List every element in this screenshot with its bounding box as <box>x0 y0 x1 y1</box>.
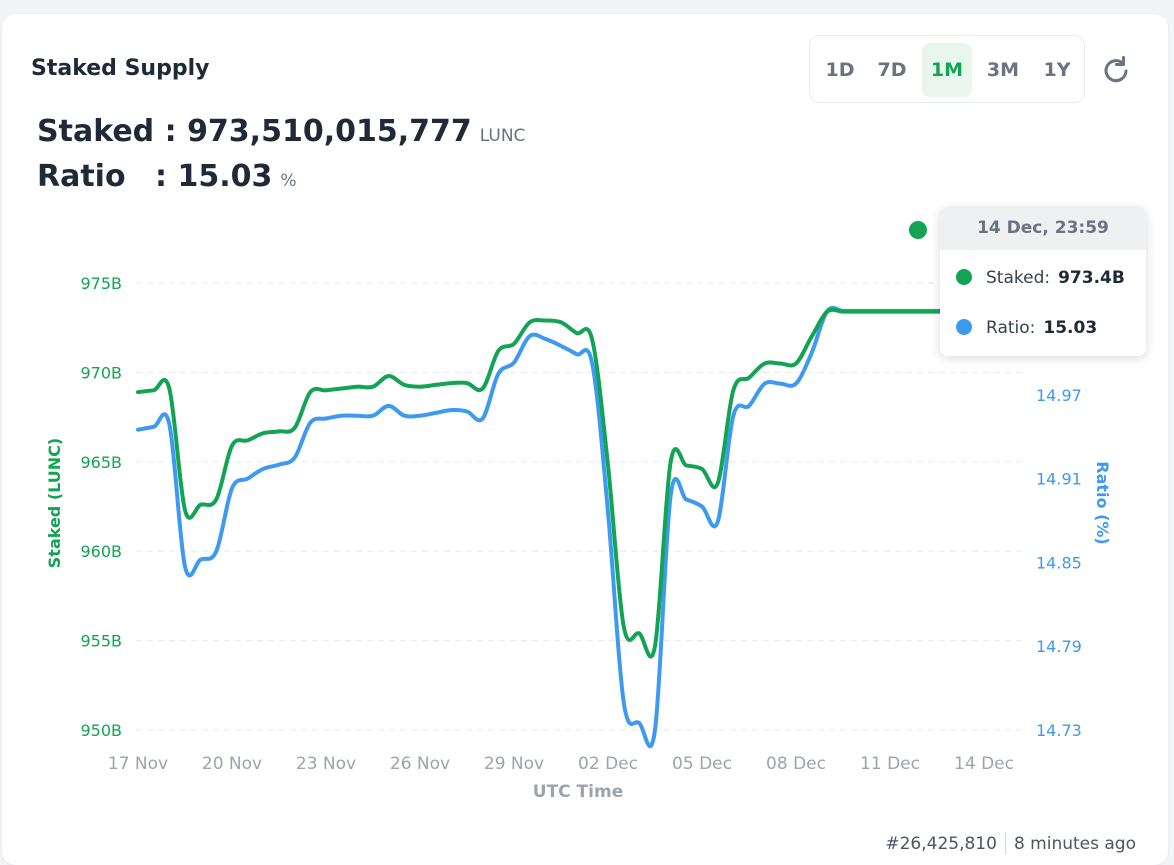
y-left-tick-label: 975B <box>80 274 122 293</box>
tab-1y[interactable]: 1Y <box>1043 59 1071 81</box>
block-height: #26,425,810 <box>885 834 997 854</box>
staked-supply-card <box>2 14 1168 865</box>
ratio-summary-unit: % <box>280 171 297 191</box>
tab-1d[interactable]: 1D <box>825 59 855 81</box>
x-tick-label: 11 Dec <box>860 754 920 774</box>
tooltip-staked-label: Staked: <box>986 268 1051 288</box>
x-tick-label: 08 Dec <box>766 754 826 774</box>
tooltip-ratio-row: Ratio: 15.03 <box>956 318 1097 338</box>
x-tick-label: 14 Dec <box>954 754 1014 774</box>
y-right-tick-label: 14.79 <box>1036 637 1082 656</box>
x-tick-label: 02 Dec <box>578 754 638 774</box>
y-right-tick-label: 14.73 <box>1036 721 1082 740</box>
tab-3m[interactable]: 3M <box>986 59 1020 81</box>
card-title: Staked Supply <box>31 56 210 81</box>
ratio-series-line <box>136 305 986 749</box>
y-right-axis-title: Ratio (%) <box>1093 461 1112 544</box>
y-left-tick-label: 970B <box>80 363 122 382</box>
ratio-summary: Ratio: 15.03% <box>37 159 297 194</box>
ratio-summary-sep: : <box>155 159 167 194</box>
y-left-tick-label: 965B <box>80 453 122 472</box>
tab-7d[interactable]: 7D <box>877 59 907 81</box>
ratio-dot-icon <box>956 319 972 335</box>
tooltip-date: 14 Dec, 23:59 <box>940 207 1146 250</box>
tab-1m[interactable]: 1M <box>922 43 972 97</box>
y-right-tick-label: 14.97 <box>1036 386 1082 405</box>
ratio-summary-value: 15.03 <box>177 159 273 194</box>
staked-dot-icon <box>956 269 972 285</box>
tooltip-staked-value: 973.4B <box>1058 268 1125 288</box>
hover-point <box>909 221 927 239</box>
range-tabs: 1D 7D 1M 3M 1Y <box>809 35 1085 103</box>
ratio-summary-label: Ratio <box>37 159 126 194</box>
staked-series-line <box>136 307 986 659</box>
y-left-tick-label: 950B <box>80 721 122 740</box>
x-tick-label: 05 Dec <box>672 754 732 774</box>
x-tick-label: 23 Nov <box>296 754 356 774</box>
x-tick-label: 29 Nov <box>484 754 544 774</box>
footer-info: #26,425,810 8 minutes ago <box>885 832 1136 854</box>
tooltip-staked-row: Staked: 973.4B <box>956 268 1125 288</box>
last-updated: 8 minutes ago <box>1013 834 1136 854</box>
staked-summary-value: 973,510,015,777 <box>187 114 472 149</box>
y-right-tick-label: 14.85 <box>1036 553 1082 572</box>
refresh-button[interactable] <box>1099 54 1133 88</box>
chart-tooltip: 14 Dec, 23:59 Staked: 973.4B Ratio: 15.03 <box>940 207 1146 356</box>
y-left-tick-label: 960B <box>80 542 122 561</box>
x-tick-label: 20 Nov <box>202 754 262 774</box>
x-tick-label: 26 Nov <box>390 754 450 774</box>
tooltip-ratio-value: 15.03 <box>1043 318 1098 338</box>
y-left-axis-title: Staked (LUNC) <box>45 438 64 568</box>
x-axis-title: UTC Time <box>533 782 623 802</box>
tooltip-ratio-label: Ratio: <box>986 318 1036 338</box>
y-left-tick-label: 955B <box>80 632 122 651</box>
staked-summary: Staked : 973,510,015,777 LUNC <box>37 114 525 149</box>
staked-summary-label: Staked : <box>37 114 177 149</box>
staked-summary-unit: LUNC <box>479 126 526 146</box>
footer-divider <box>1004 832 1006 854</box>
refresh-icon <box>1104 56 1128 83</box>
y-right-tick-label: 14.91 <box>1036 470 1082 489</box>
x-tick-label: 17 Nov <box>108 754 168 774</box>
